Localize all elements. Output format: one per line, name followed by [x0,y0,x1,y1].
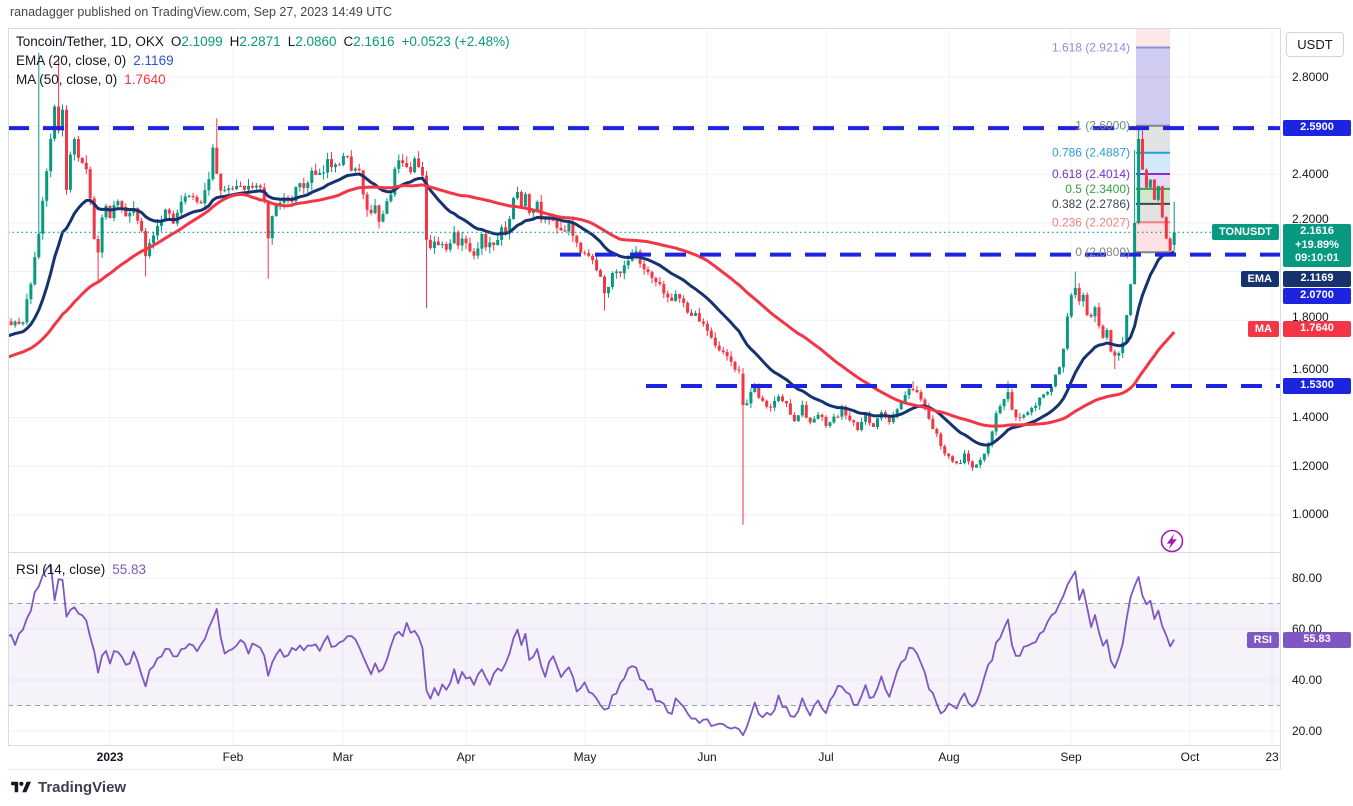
svg-text:1 (2.6000): 1 (2.6000) [1075,119,1130,133]
symbol-title: Toncoin/Tether, 1D, OKX [16,34,164,49]
ohlc-key: H [229,34,240,49]
rsi-band [8,603,1280,706]
time-axis-label: 2023 [96,750,124,764]
plot-side-label-ema: EMA [1240,271,1279,287]
main-legend: Toncoin/Tether, 1D, OKX O2.1099 H2.2871 L2… [16,32,510,89]
ma-value: 1.7640 [124,72,166,87]
plot-side-label-tonusdt: TONUSDT [1212,224,1279,240]
ohlc-key: O [170,34,182,49]
time-axis-label: Jul [818,750,834,764]
time-axis-label: Aug [938,750,960,764]
ma-line[interactable] [8,183,1176,428]
time-axis-label: Sep [1060,750,1082,764]
ohlc-value: 2.1616 [353,34,395,49]
time-axis-label: 23 [1265,750,1279,764]
price-axis-tick: 1.6000 [1292,362,1329,376]
price-axis-tick: 20.00 [1292,724,1323,738]
rsi-legend: RSI (14, close) 55.83 [16,560,146,579]
price-axis-badge: 1.7640 [1283,321,1351,337]
price-axis-tick: 1.2000 [1292,459,1329,473]
ohlc-values: O2.1099 H2.2871 L2.0860 C2.1616 [164,34,395,49]
rsi-label: RSI (14, close) [16,562,106,577]
price-axis-tick: 1.8000 [1292,310,1329,324]
price-axis-tick: 2.2000 [1292,212,1329,226]
time-axis-label: Jun [697,750,717,764]
svg-text:0.5 (2.3400): 0.5 (2.3400) [1065,182,1130,196]
svg-text:0.786 (2.4887): 0.786 (2.4887) [1052,146,1130,160]
svg-text:0.618 (2.4014): 0.618 (2.4014) [1052,167,1130,181]
rsi-value: 55.83 [112,562,147,577]
ma-label: MA (50, close, 0) [16,72,118,87]
ma-legend-row[interactable]: MA (50, close, 0) 1.7640 [16,70,510,89]
time-axis-label: Mar [332,750,354,764]
price-axis-tick: 2.4000 [1292,167,1329,181]
ohlc-key: L [287,34,296,49]
time-axis-label: Oct [1180,750,1200,764]
price-scale[interactable]: USDT 2.8000 2.4000 2.2000 1.8000 1.6000 1.400… [1280,28,1353,769]
price-axis-badge: 2.0700 [1283,288,1351,304]
ema-label: EMA (20, close, 0) [16,53,127,68]
ohlc-value: 2.1099 [181,34,223,49]
tradingview-logo-icon[interactable] [10,778,31,796]
price-axis-badge: 55.83 [1283,632,1351,648]
rsi-legend-row[interactable]: RSI (14, close) 55.83 [16,560,146,579]
svg-text:1.618 (2.9214): 1.618 (2.9214) [1052,41,1130,55]
fib-labels: 1.618 (2.9214) 1 (2.6000) 0.786 (2.4887) 0.… [1052,41,1130,260]
horizontal-lines[interactable] [8,126,1280,388]
time-axis-label: May [573,750,597,764]
currency-button[interactable]: USDT [1286,32,1344,57]
change-value: +0.0523 (+2.48%) [401,34,510,49]
lightning-icon[interactable] [1160,529,1184,553]
candlesticks [8,52,1176,525]
ohlc-value: 2.2871 [239,34,281,49]
time-axis-label: Feb [222,750,244,764]
price-axis-tick: 1.4000 [1292,410,1329,424]
time-axis[interactable]: 2023 Feb Mar Apr May Jun Jul Aug Sep Oct 23 [8,745,1280,770]
rsi-line[interactable] [8,563,1175,737]
price-axis-tick: 1.0000 [1292,507,1329,521]
svg-text:0 (2.0800): 0 (2.0800) [1075,245,1130,259]
svg-text:0.236 (2.2027): 0.236 (2.2027) [1052,215,1130,229]
ema-legend-row[interactable]: EMA (20, close, 0) 2.1169 [16,51,510,70]
ema-value: 2.1169 [133,53,174,68]
plot-side-label-rsi: RSI [1246,632,1279,648]
attribution-text: ranadagger published on TradingView.com,… [10,5,392,19]
price-axis-tick: 2.8000 [1292,70,1329,84]
price-axis-badge: 2.1616 +19.89% 09:10:01 [1283,224,1351,267]
price-axis-tick: 80.00 [1292,571,1323,585]
pane-borders [8,28,1280,745]
brand-text: TradingView [38,778,127,796]
price-axis-badge: 1.5300 [1283,378,1351,394]
ohlc-key: C [343,34,354,49]
ohlc-value: 2.0860 [295,34,337,49]
footer: TradingView [10,778,126,796]
ema-line[interactable] [8,172,1175,447]
symbol-legend-row[interactable]: Toncoin/Tether, 1D, OKX O2.1099 H2.2871 L2… [16,32,510,51]
chart-canvas[interactable]: 1.618 (2.9214) 1 (2.6000) 0.786 (2.4887) 0.… [8,28,1280,745]
time-axis-label: Apr [456,750,476,764]
price-axis-badge: 2.5900 [1283,120,1351,136]
plot-side-label-ma: MA [1247,321,1279,337]
price-axis-badge: 2.1169 [1283,271,1351,287]
price-axis-tick: 40.00 [1292,673,1323,687]
svg-text:0.382 (2.2786): 0.382 (2.2786) [1052,197,1130,211]
